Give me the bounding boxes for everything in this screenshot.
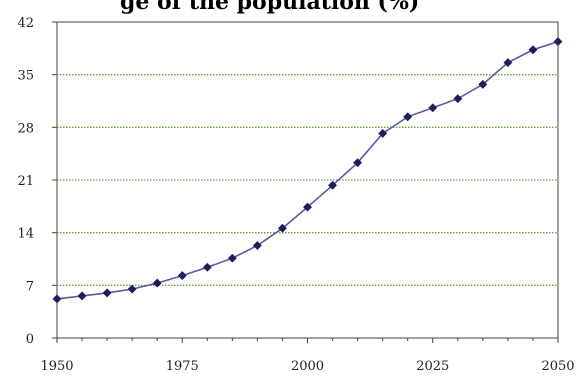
y-tick-label: 7 <box>26 279 34 294</box>
data-point-2050 <box>553 37 563 47</box>
x-tick-label: 1975 <box>166 359 199 374</box>
data-point-2035 <box>478 79 488 89</box>
data-point-2010 <box>353 158 363 168</box>
data-point-1950 <box>52 294 62 304</box>
data-point-1965 <box>127 284 137 294</box>
x-tick-label: 2000 <box>291 359 324 374</box>
x-tick-label: 2025 <box>416 359 449 374</box>
data-point-1975 <box>177 271 187 281</box>
data-point-2005 <box>328 180 338 190</box>
x-tick-label: 1950 <box>40 359 73 374</box>
data-point-1990 <box>252 240 262 251</box>
data-point-2045 <box>528 45 538 55</box>
y-tick-label: 35 <box>17 69 34 84</box>
chart-title: ge of the population (%) <box>120 0 420 15</box>
data-point-2015 <box>378 128 388 138</box>
y-tick-label: 42 <box>17 16 34 31</box>
y-tick-label: 28 <box>17 121 34 136</box>
data-point-1970 <box>152 278 162 288</box>
y-tick-label: 0 <box>26 332 34 347</box>
data-point-2025 <box>428 103 438 113</box>
data-point-1960 <box>102 288 112 298</box>
data-point-1955 <box>77 291 87 301</box>
data-point-1985 <box>227 253 237 263</box>
data-point-2040 <box>503 58 513 68</box>
data-point-2000 <box>302 202 313 212</box>
data-point-1980 <box>202 262 212 272</box>
x-tick-label: 2050 <box>541 359 574 374</box>
y-tick-label: 14 <box>17 227 34 242</box>
data-point-2030 <box>453 94 463 104</box>
data-point-2020 <box>403 112 413 122</box>
y-tick-label: 21 <box>17 174 34 189</box>
data-point-1995 <box>277 223 288 233</box>
